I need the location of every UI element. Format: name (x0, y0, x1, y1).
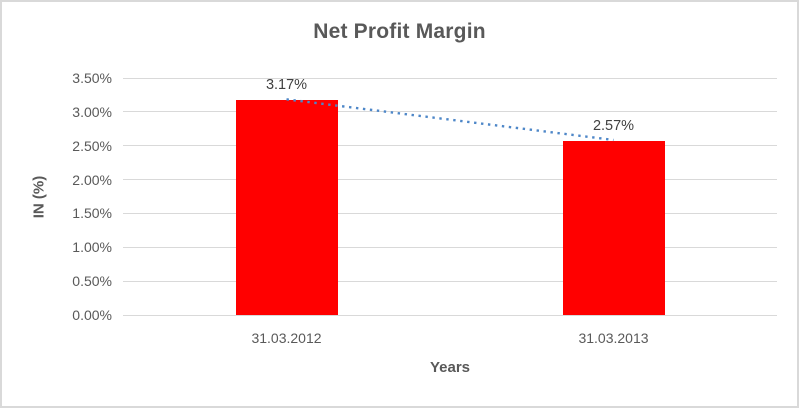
y-tick-2.50%: 2.50% (72, 137, 112, 154)
gridline-2.00% (123, 179, 777, 181)
x-tick-31.03.2013: 31.03.2013 (578, 330, 649, 346)
trendline (286, 98, 614, 142)
bar-31.03.2013 (562, 140, 665, 315)
gridline-0.50% (123, 280, 777, 282)
y-tick-3.50%: 3.50% (72, 70, 112, 86)
y-tick-1.00%: 1.00% (72, 239, 112, 256)
x-tick-31.03.2012: 31.03.2012 (251, 330, 322, 346)
plot-area (123, 77, 777, 316)
trendline-segment (286, 98, 614, 142)
gridline-3.00% (123, 111, 777, 113)
y-tick-0.50%: 0.50% (72, 273, 112, 290)
chart-title: Net Profit Margin (313, 20, 486, 43)
gridline-2.50% (123, 145, 777, 147)
data-label-31.03.2012: 3.17% (265, 77, 308, 94)
y-tick-0.00%: 0.00% (72, 307, 112, 323)
gridline-0.00% (123, 314, 777, 316)
x-axis-title: Years (429, 359, 471, 376)
y-tick-1.50%: 1.50% (72, 205, 112, 222)
gridline-1.00% (123, 246, 777, 248)
y-tick-3.00%: 3.00% (72, 103, 112, 120)
bar-31.03.2012 (235, 100, 338, 315)
gridline-1.50% (123, 212, 777, 214)
y-tick-2.00%: 2.00% (72, 171, 112, 188)
gridline-3.50% (123, 77, 777, 79)
data-label-31.03.2013: 2.57% (592, 117, 635, 134)
